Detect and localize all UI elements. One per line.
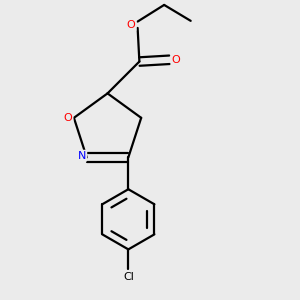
Text: Cl: Cl xyxy=(123,272,134,282)
Text: N: N xyxy=(78,151,86,160)
Text: O: O xyxy=(64,113,73,123)
Text: O: O xyxy=(127,20,136,30)
Text: O: O xyxy=(172,55,180,65)
